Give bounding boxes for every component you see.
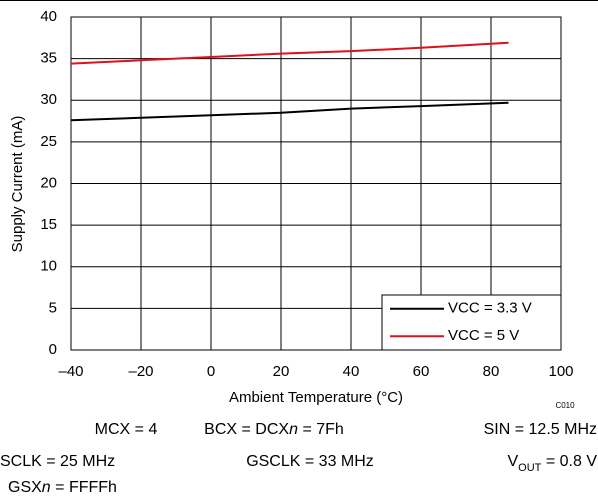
note: SIN = 12.5 MHz bbox=[484, 421, 597, 438]
note: BCX = DCXn = 7Fh bbox=[204, 421, 344, 438]
note: VOUT = 0.8 V bbox=[508, 453, 598, 474]
x-tick-label: 60 bbox=[413, 363, 430, 380]
y-tick-label: 15 bbox=[40, 216, 57, 233]
series-line bbox=[70, 101, 509, 122]
note-part: OUT bbox=[518, 462, 542, 474]
y-tick-label: 0 bbox=[49, 341, 57, 358]
x-tick-label: 0 bbox=[207, 363, 215, 380]
annotation: C010 bbox=[555, 401, 575, 410]
note-part: BCX = DCX bbox=[204, 421, 289, 438]
note-part: = FFFFh bbox=[51, 479, 117, 496]
note-part: SIN = 12.5 MHz bbox=[484, 421, 597, 438]
note-part: MCX = 4 bbox=[95, 421, 158, 438]
note: MCX = 4 bbox=[95, 421, 158, 438]
note-part: n bbox=[42, 479, 51, 496]
note-part: SCLK = 25 MHz bbox=[0, 453, 115, 470]
y-tick-label: 20 bbox=[40, 174, 57, 191]
note-part: = 0.8 V bbox=[541, 453, 597, 470]
note: GSXn = FFFFh bbox=[8, 479, 117, 496]
note-part: n bbox=[289, 421, 298, 438]
note-part: GSX bbox=[8, 479, 42, 496]
note-part: V bbox=[508, 453, 519, 470]
x-tick-label: –20 bbox=[128, 363, 153, 380]
x-tick-label: 40 bbox=[343, 363, 360, 380]
legend-label: VCC = 5 V bbox=[448, 327, 519, 344]
y-tick-label: 10 bbox=[40, 258, 57, 275]
note-part: GSCLK = 33 MHz bbox=[246, 453, 374, 470]
plot-frame bbox=[70, 16, 562, 351]
note: SCLK = 25 MHz bbox=[0, 453, 115, 470]
note: GSCLK = 33 MHz bbox=[246, 453, 374, 470]
series-line bbox=[70, 41, 509, 65]
x-tick-label: –40 bbox=[58, 363, 83, 380]
x-tick-label: 100 bbox=[548, 363, 573, 380]
y-tick-label: 25 bbox=[40, 133, 57, 150]
x-tick-label: 20 bbox=[273, 363, 290, 380]
y-tick-label: 35 bbox=[40, 50, 57, 67]
x-tick-label: 80 bbox=[483, 363, 500, 380]
y-tick-label: 40 bbox=[40, 8, 57, 25]
y-axis-label: Supply Current (mA) bbox=[9, 116, 26, 253]
legend-label: VCC = 3.3 V bbox=[448, 300, 532, 317]
y-tick-label: 5 bbox=[49, 299, 57, 316]
x-axis-label: Ambient Temperature (°C) bbox=[229, 389, 403, 406]
legend-box bbox=[381, 294, 562, 351]
note-part: = 7Fh bbox=[298, 421, 344, 438]
y-tick-label: 30 bbox=[40, 91, 57, 108]
